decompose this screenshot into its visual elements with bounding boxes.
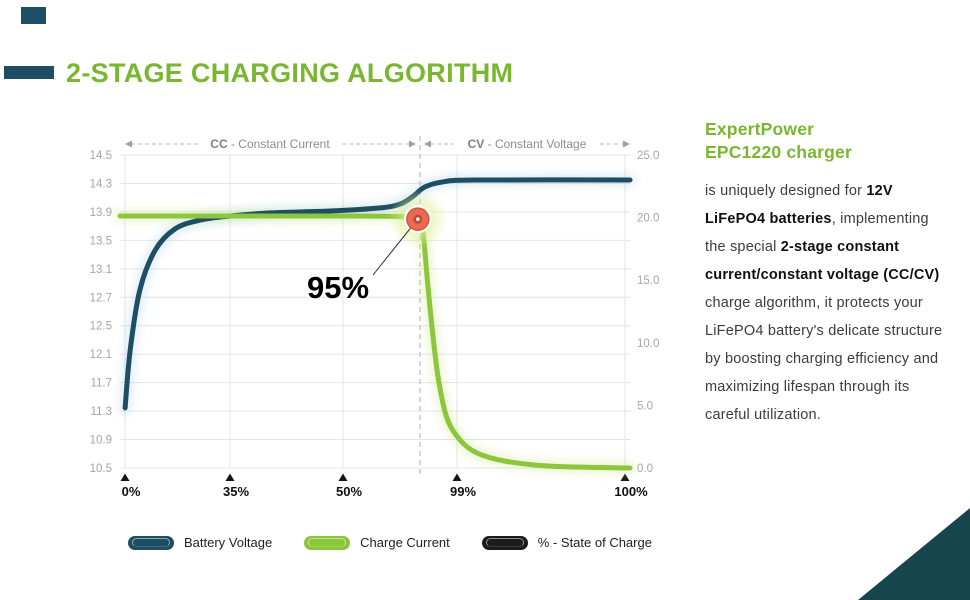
right-axis-tick: 15.0	[637, 275, 659, 287]
left-axis-tick: 14.5	[90, 150, 112, 162]
left-axis-tick: 12.1	[90, 349, 112, 361]
left-axis-tick: 12.5	[90, 321, 112, 333]
charge-current-curve	[117, 213, 633, 471]
left-axis-tick: 13.5	[90, 235, 112, 247]
left-axis-tick: 10.9	[90, 435, 112, 447]
page-title: 2-STAGE CHARGING ALGORITHM	[66, 58, 514, 88]
region-label: CC - Constant Current	[210, 137, 330, 151]
legend-item-state-of-charge: % - State of Charge	[481, 535, 652, 550]
charging-chart: CC - Constant Current CV - Constant Volta…	[85, 128, 665, 513]
title-dash	[4, 66, 54, 79]
chart-canvas: CC - Constant Current CV - Constant Volta…	[90, 136, 659, 499]
region-annotation: CC - Constant Current	[125, 137, 416, 151]
right-axis-tick: 10.0	[637, 338, 659, 350]
legend-label: Charge Current	[360, 535, 450, 550]
state-of-charge-swatch	[481, 535, 528, 550]
x-tick-marker	[620, 473, 630, 481]
product-name-line2: EPC1220 charger	[705, 142, 852, 162]
legend-label: % - State of Charge	[537, 535, 652, 550]
left-axis-tick: 11.3	[90, 406, 112, 418]
x-axis-tick: 99%	[450, 484, 476, 499]
left-axis-tick: 10.5	[90, 463, 112, 475]
right-axis-tick: 25.0	[637, 150, 659, 162]
legend-item-charge-current: Charge Current	[304, 535, 450, 550]
x-axis-tick: 35%	[223, 484, 249, 499]
legend-item-battery-voltage: Battery Voltage	[128, 535, 272, 550]
region-annotation: CV - Constant Voltage	[424, 137, 630, 151]
battery-voltage-curve	[122, 177, 633, 411]
left-axis-tick: 13.1	[90, 264, 112, 276]
x-tick-marker	[120, 473, 130, 481]
x-tick-marker	[452, 473, 462, 481]
x-axis-tick: 100%	[614, 484, 648, 499]
right-axis-tick: 20.0	[637, 213, 659, 225]
description-panel: ExpertPower EPC1220 charger is uniquely …	[705, 118, 945, 429]
top-left-logo-block	[21, 7, 46, 24]
marker-pointer-line	[372, 219, 418, 276]
x-axis-tick: 50%	[336, 484, 362, 499]
charge-current-swatch	[304, 535, 351, 550]
battery-voltage-swatch	[128, 535, 174, 550]
left-axis-tick: 13.9	[90, 207, 112, 219]
right-axis-tick: 0.0	[637, 463, 653, 475]
soc-annotation-label: 95%	[307, 270, 369, 305]
region-label: CV - Constant Voltage	[468, 137, 587, 151]
description-text: is uniquely designed for 12V LiFePO4 bat…	[705, 183, 943, 423]
x-tick-marker	[225, 473, 235, 481]
chart-gridlines	[120, 154, 630, 469]
product-name-line1: ExpertPower	[705, 119, 815, 139]
left-axis-tick: 12.7	[90, 292, 112, 304]
product-heading: ExpertPower EPC1220 charger	[705, 118, 945, 164]
legend-label: Battery Voltage	[184, 535, 273, 550]
x-tick-marker	[338, 473, 348, 481]
right-axis-tick: 5.0	[637, 400, 653, 412]
left-axis-tick: 14.3	[90, 178, 112, 190]
charge-current-glow	[114, 209, 636, 474]
left-axis-tick: 11.7	[90, 378, 112, 390]
chart-legend: Battery Voltage Charge Current % - State…	[128, 535, 652, 550]
x-axis-tick: 0%	[122, 484, 141, 499]
soc-95-marker: 95%	[307, 189, 448, 305]
bottom-right-corner-triangle	[858, 508, 970, 600]
